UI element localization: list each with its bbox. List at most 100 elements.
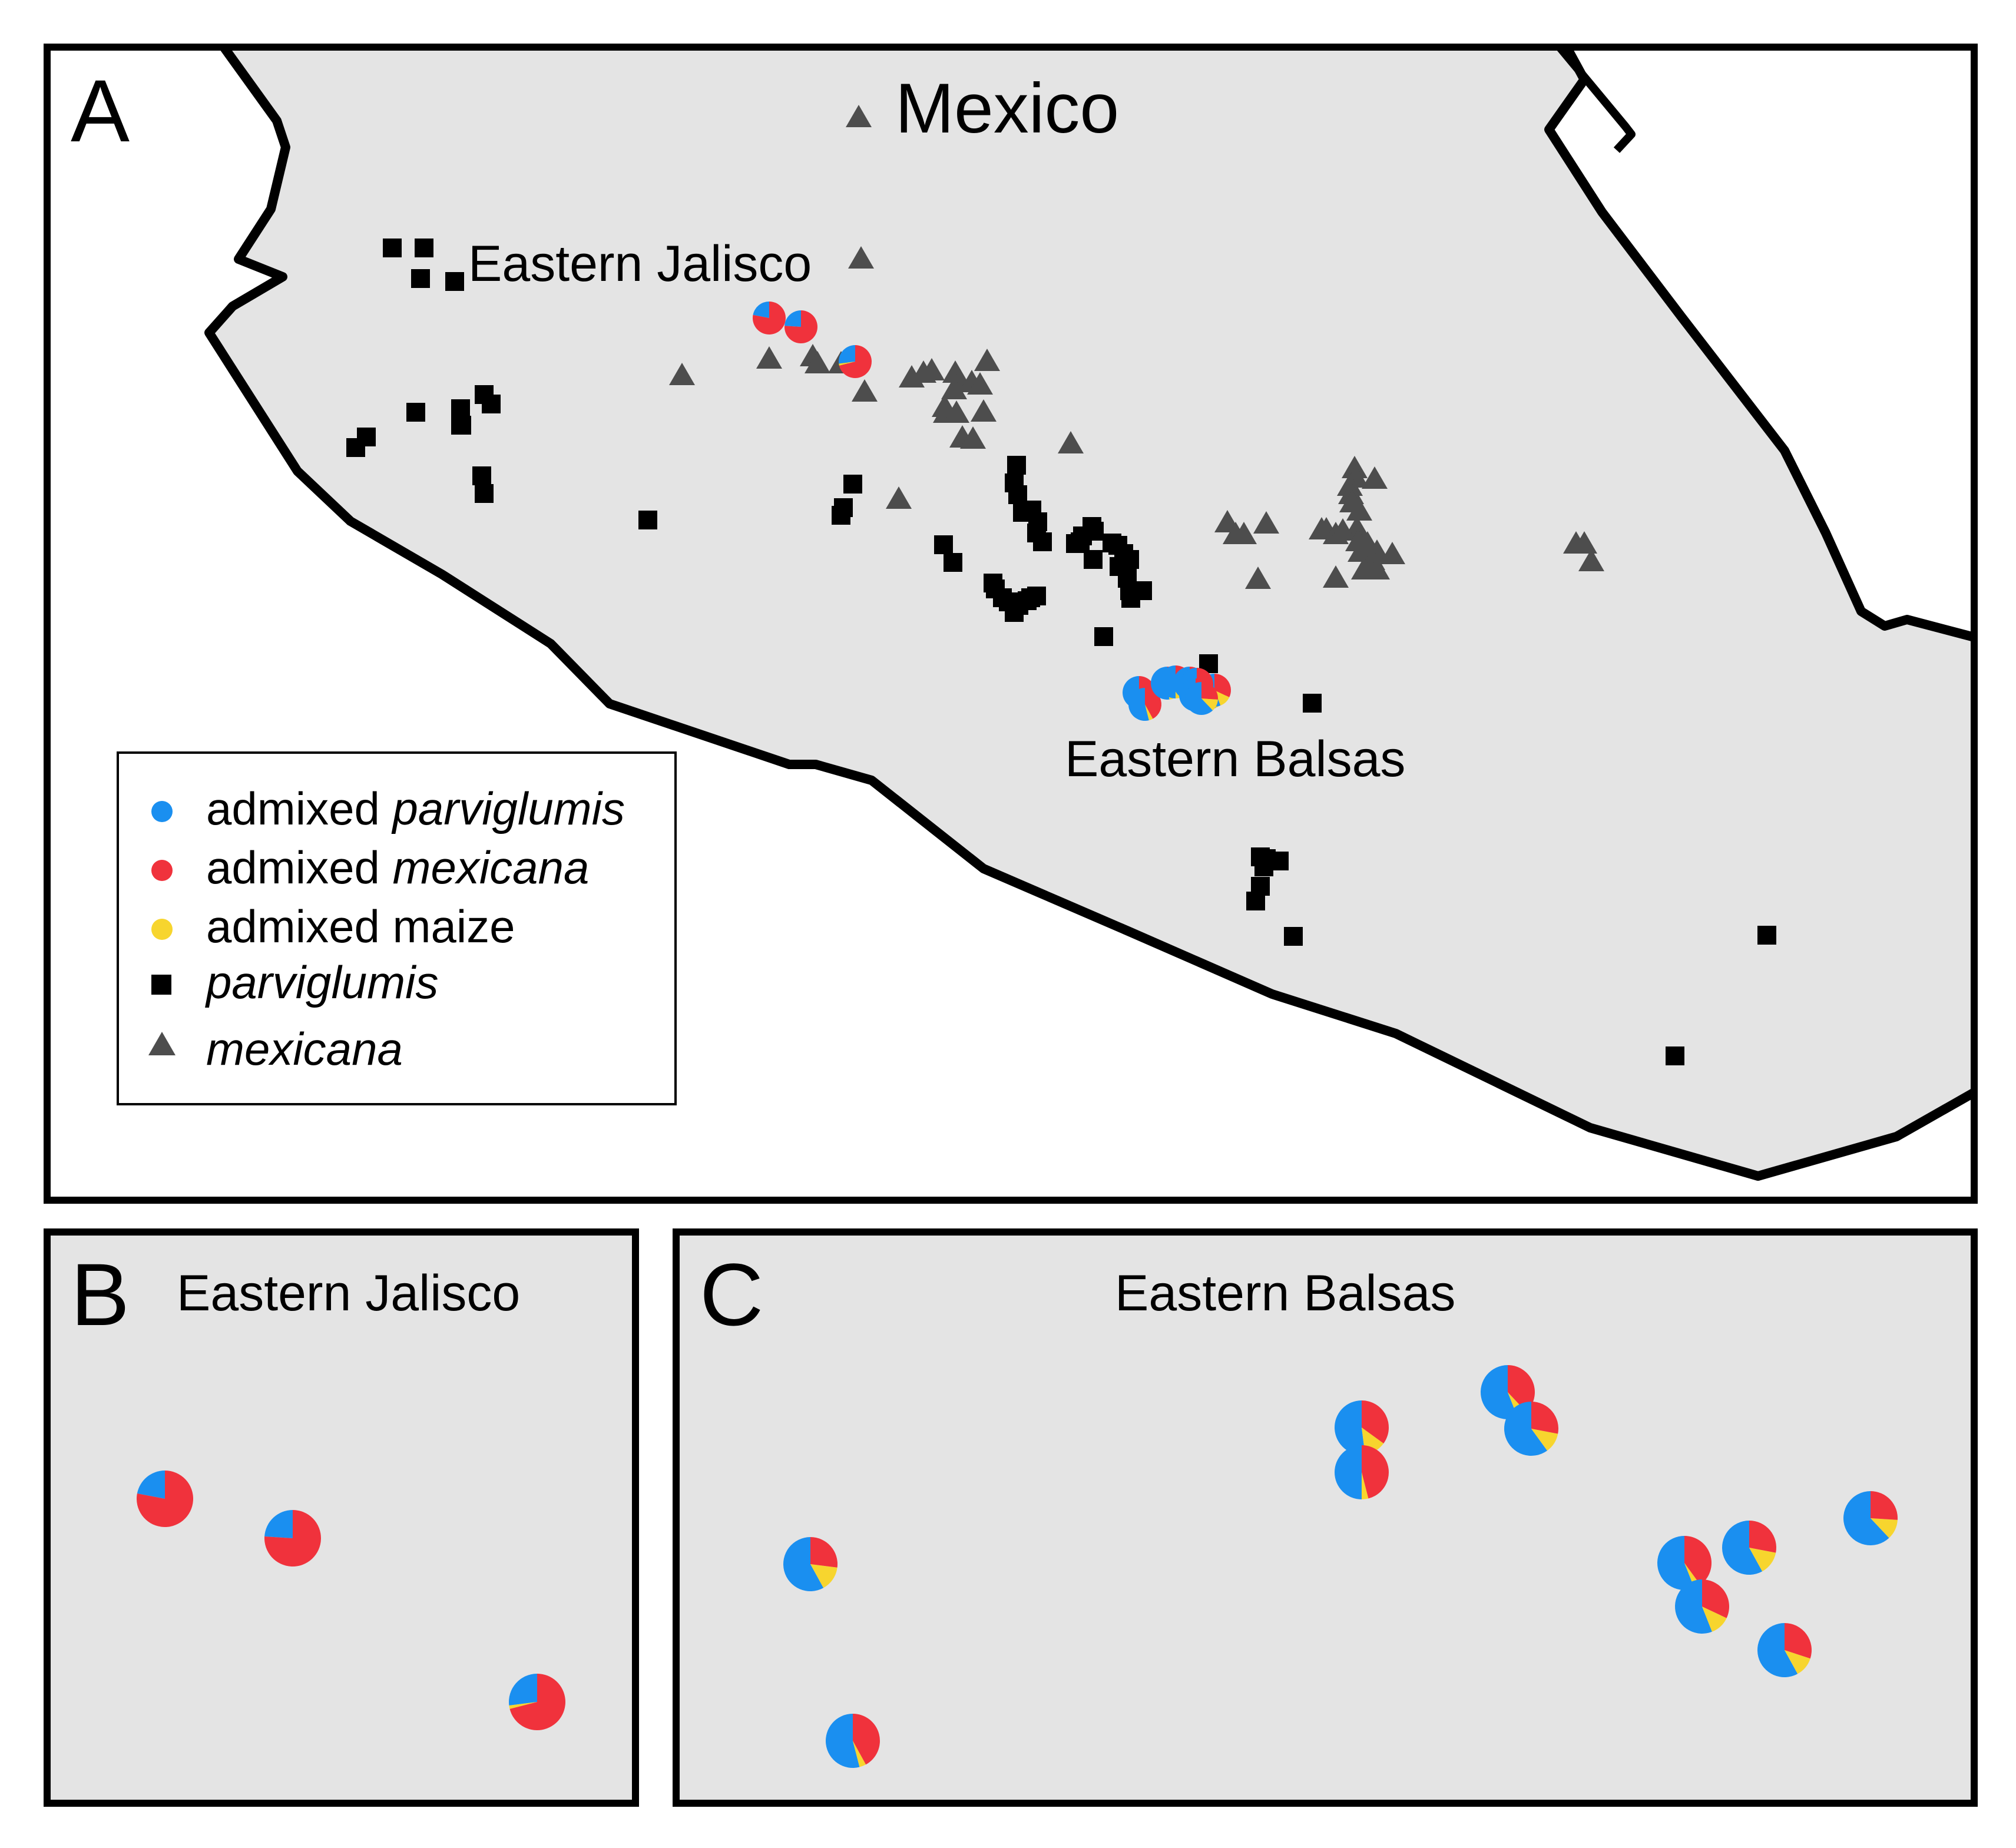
parviglumis-site-marker: [1303, 694, 1322, 713]
panel-a-letter: A: [71, 61, 130, 160]
admixture-pie: [783, 1537, 838, 1591]
admixture-pie: [508, 1674, 566, 1731]
pie-slice-parviglumis: [784, 310, 801, 327]
pie-slice-mexicana: [1214, 674, 1232, 697]
panel-c: C Eastern Balsas: [673, 1228, 1978, 1807]
panel-b: B Eastern Jalisco: [44, 1228, 639, 1807]
legend-label-admixed-parviglumis: admixed parviglumis: [206, 783, 625, 834]
admixture-pie: [1504, 1402, 1559, 1456]
legend-item-admixed-mexicana: admixed mexicana: [151, 842, 589, 893]
pie-slice-parviglumis: [1504, 1402, 1548, 1456]
pie-slice-maize: [1702, 1607, 1727, 1632]
gulf-coastline: [1544, 45, 1976, 642]
legend-item-admixed-maize: admixed maize: [151, 900, 515, 952]
balsas-admixture-pies: [783, 1365, 1898, 1768]
parviglumis-site-marker: [1284, 927, 1303, 946]
admixture-pie: [1335, 1400, 1389, 1455]
parviglumis-site-marker: [1007, 456, 1026, 475]
legend-item-parviglumis: parviglumis: [151, 956, 438, 1008]
mexicana-site-marker: [967, 372, 993, 395]
pie-slice-parviglumis: [753, 302, 769, 318]
legend-symbol-admixed-mexicana: [151, 860, 173, 881]
pie-slice-mexicana: [1201, 682, 1218, 700]
legend-label-mexicana: mexicana: [206, 1023, 403, 1075]
legend-item-mexicana: mexicana: [148, 1023, 403, 1075]
pie-slice-parviglumis: [1159, 665, 1176, 698]
parviglumis-site-marker: [1094, 627, 1113, 646]
pie-slice-maize: [853, 1741, 866, 1767]
mexicana-site-marker: [669, 363, 695, 385]
legend-symbol-admixed-parviglumis: [151, 801, 173, 822]
mexicana-site-marker: [971, 399, 997, 422]
parviglumis-site-marker: [1005, 603, 1024, 622]
admixture-pie: [1128, 688, 1162, 721]
pie-slice-mexicana: [1684, 1536, 1712, 1585]
mexicana-site-marker: [852, 379, 878, 402]
admixed-sites-jalisco-overview: [753, 302, 872, 378]
admixture-pie: [784, 310, 818, 344]
mexicana-site-marker: [919, 358, 945, 380]
pie-slice-parviglumis: [825, 1714, 860, 1768]
pie-slice-parviglumis: [508, 1674, 537, 1706]
admixture-pie: [753, 302, 786, 335]
pie-slice-maize: [1785, 1650, 1810, 1674]
panel-c-title: Eastern Balsas: [1115, 1265, 1455, 1322]
parviglumis-site-marker: [934, 535, 953, 554]
parviglumis-site-marker: [843, 475, 862, 494]
pie-slice-mexicana: [1702, 1579, 1730, 1618]
parviglumis-site-marker: [1121, 589, 1140, 608]
pie-slice-maize: [1362, 1472, 1369, 1499]
admixture-pie: [1843, 1491, 1898, 1545]
admixture-pie: [136, 1471, 193, 1528]
admixture-pie: [839, 345, 872, 378]
pie-slice-mexicana: [509, 1674, 566, 1731]
parviglumis-site-marker: [1084, 550, 1103, 569]
pie-slice-mexicana: [264, 1510, 322, 1567]
legend-prefix: admixed: [206, 783, 393, 834]
mexicana-site-marker: [1058, 431, 1084, 453]
admixed-sites-balsas-overview: [1123, 665, 1232, 721]
pie-slice-mexicana: [810, 1537, 838, 1568]
pie-slice-mexicana: [1362, 1445, 1389, 1499]
pie-slice-parviglumis: [1675, 1579, 1712, 1634]
parviglumis-site-marker: [1066, 534, 1085, 553]
country-label: Mexico: [895, 69, 1119, 148]
pie-slice-maize: [1871, 1518, 1898, 1538]
mexicana-site-marker: [941, 377, 967, 399]
admixture-pie: [1757, 1623, 1812, 1677]
pie-slice-mexicana: [1531, 1402, 1559, 1434]
parviglumis-site-marker: [944, 553, 962, 572]
pie-slice-parviglumis: [1657, 1536, 1694, 1590]
parviglumis-site-marker: [475, 484, 494, 503]
pie-slice-parviglumis: [264, 1510, 293, 1538]
panel-b-letter: B: [71, 1245, 130, 1344]
mexicana-site-marker: [944, 400, 969, 423]
admixture-pie: [1185, 682, 1218, 715]
jalisco-admixture-pies: [136, 1471, 566, 1731]
pie-slice-mexicana: [784, 310, 818, 344]
pie-slice-maize: [1749, 1548, 1776, 1572]
panel-a-frame: [44, 44, 1978, 1204]
region-label-jalisco: Eastern Jalisco: [468, 236, 812, 292]
mexicana-site-marker: [1245, 567, 1271, 589]
mexicana-site-marker: [1231, 522, 1257, 544]
pie-slice-maize: [1145, 704, 1153, 721]
parviglumis-site-marker: [1666, 1046, 1684, 1065]
pie-slice-parviglumis: [1843, 1491, 1889, 1545]
parviglumis-site-marker: [383, 239, 402, 257]
parviglumis-site-marker: [406, 403, 425, 422]
parviglumis-site-marker: [451, 399, 470, 418]
mexicana-site-marker: [1330, 518, 1356, 541]
pie-slice-parviglumis: [137, 1471, 165, 1499]
parviglumis-sites: [346, 239, 1776, 1065]
pacific-coastline: [204, 44, 1977, 1181]
pie-slice-mexicana: [1749, 1521, 1777, 1553]
mexicana-site-marker: [846, 105, 872, 127]
mexicana-site-marker: [960, 426, 986, 449]
pie-slice-parviglumis: [1185, 682, 1213, 715]
legend-symbol-mexicana: [148, 1032, 176, 1055]
parviglumis-site-marker: [832, 506, 850, 525]
pie-slice-parviglumis: [783, 1537, 824, 1591]
legend-label-admixed-maize: admixed maize: [206, 900, 515, 952]
mexico-landmass: [209, 47, 1974, 1176]
